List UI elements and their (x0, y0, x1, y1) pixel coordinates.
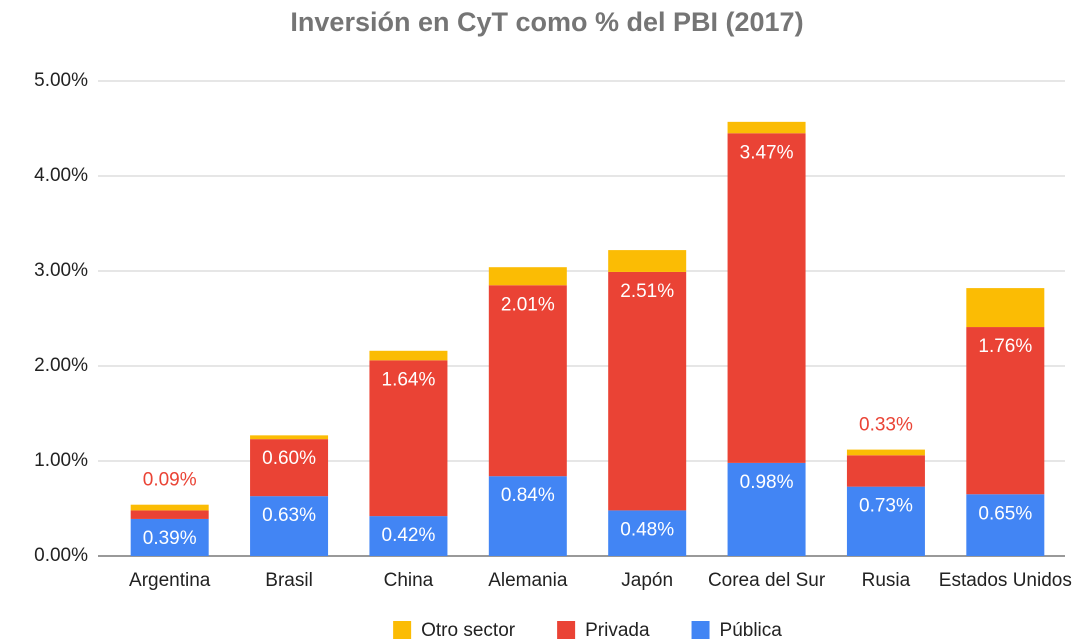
data-label: 0.73% (859, 496, 913, 517)
x-tick-label: Japón (621, 570, 673, 591)
legend-swatch (557, 621, 576, 639)
data-label: 2.01% (501, 294, 555, 315)
y-tick-label: 5.00% (34, 70, 88, 91)
x-tick-label: Alemania (488, 570, 568, 591)
data-label: 0.65% (978, 503, 1032, 524)
x-tick-label: Rusia (862, 570, 911, 591)
bar-segment (608, 250, 687, 272)
y-tick-label: 4.00% (34, 165, 88, 186)
bar-segment (608, 271, 687, 511)
x-tick-label: Corea del Sur (708, 570, 826, 591)
data-label: 0.98% (740, 472, 794, 493)
bar-segment (966, 327, 1045, 495)
bar-segment (727, 121, 806, 134)
bar-segment (727, 462, 806, 556)
bar-segment (130, 504, 209, 511)
bar-segment (250, 435, 329, 440)
x-tick-label: Estados Unidos (939, 570, 1072, 591)
bar-segment (250, 439, 329, 497)
data-label: 1.76% (978, 336, 1032, 357)
bar-segment (846, 455, 925, 487)
y-tick-label: 3.00% (34, 260, 88, 281)
data-label: 0.39% (143, 528, 197, 549)
bar-segment (250, 496, 329, 556)
data-label: 0.48% (620, 519, 674, 540)
bar-segment (966, 288, 1045, 328)
bar-segment (369, 350, 448, 361)
data-label: 0.60% (262, 448, 316, 469)
legend-label: Pública (720, 620, 783, 640)
bar-segment (846, 449, 925, 456)
bar-segment (488, 476, 567, 556)
bar-segment (369, 360, 448, 517)
bar-segment (608, 510, 687, 556)
y-tick-label: 2.00% (34, 355, 88, 376)
x-tick-label: Brasil (265, 570, 313, 591)
legend-swatch (691, 621, 710, 639)
data-label: 0.63% (262, 505, 316, 526)
legend-label: Privada (585, 620, 650, 640)
data-label: 0.09% (143, 470, 197, 491)
bar-segment (130, 518, 209, 556)
bar-segment (488, 285, 567, 477)
data-label: 0.84% (501, 485, 555, 506)
data-label: 2.51% (620, 281, 674, 302)
data-label: 3.47% (740, 142, 794, 163)
bar-segment (488, 267, 567, 286)
bar-segment (727, 133, 806, 463)
data-label: 0.33% (859, 415, 913, 436)
legend-label: Otro sector (421, 620, 516, 640)
bar-segment (966, 494, 1045, 556)
bar-segment (130, 510, 209, 519)
bar-segment (846, 486, 925, 556)
x-tick-label: Argentina (129, 570, 211, 591)
bar-segment (369, 516, 448, 556)
x-tick-label: China (384, 570, 434, 591)
legend-swatch (393, 621, 412, 639)
data-label: 0.42% (382, 525, 436, 546)
y-tick-label: 1.00% (34, 450, 88, 471)
data-label: 1.64% (382, 369, 436, 390)
y-tick-label: 0.00% (34, 545, 88, 566)
chart-title: Inversión en CyT como % del PBI (2017) (290, 7, 803, 37)
